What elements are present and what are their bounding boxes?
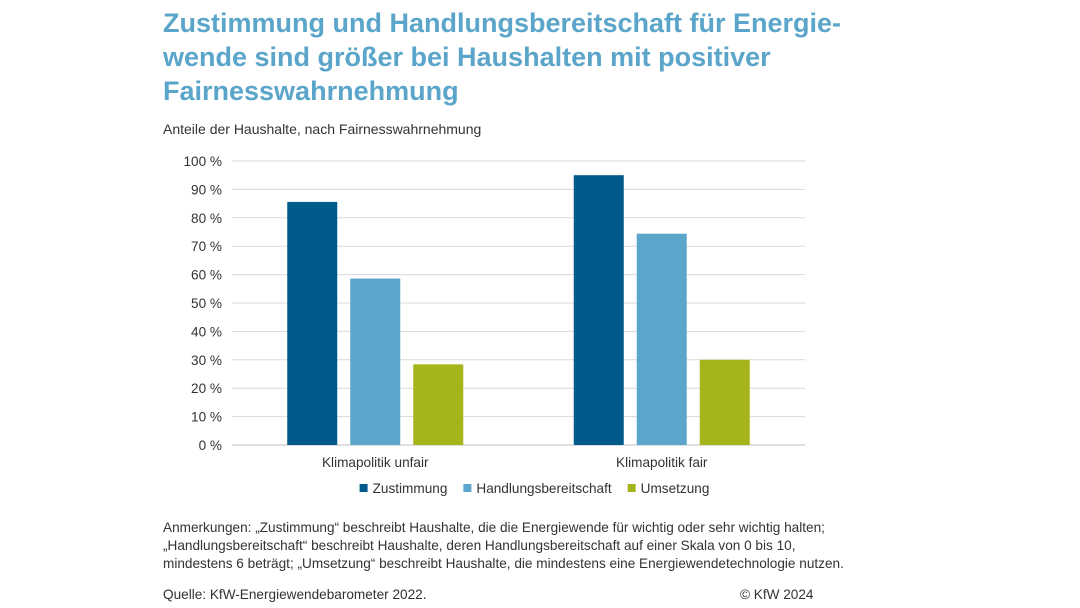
copyright-note: © KfW 2024 bbox=[740, 587, 814, 602]
bar bbox=[350, 278, 401, 445]
y-tick-label: 40 % bbox=[191, 324, 222, 339]
bar bbox=[699, 359, 750, 445]
y-tick-label: 0 % bbox=[199, 438, 222, 453]
title-line-3: Fairnesswahrnehmung bbox=[163, 76, 459, 106]
chart-notes: Anmerkungen: „Zustimmung“ beschreibt Hau… bbox=[163, 519, 923, 573]
notes-line-3: mindestens 6 beträgt; „Umsetzung“ beschr… bbox=[163, 556, 844, 571]
y-tick-label: 70 % bbox=[191, 239, 222, 254]
y-tick-label: 20 % bbox=[191, 381, 222, 396]
y-tick-label: 100 % bbox=[183, 154, 222, 169]
legend-swatch bbox=[463, 484, 472, 492]
y-tick-label: 10 % bbox=[191, 410, 222, 425]
legend-swatch bbox=[359, 484, 368, 492]
legend-label: Handlungsbereitschaft bbox=[476, 481, 611, 496]
y-tick-label: 50 % bbox=[191, 296, 222, 311]
notes-line-1: Anmerkungen: „Zustimmung“ beschreibt Hau… bbox=[163, 520, 825, 535]
y-tick-label: 30 % bbox=[191, 353, 222, 368]
legend-label: Umsetzung bbox=[641, 481, 710, 496]
legend-label: Zustimmung bbox=[373, 481, 448, 496]
notes-line-2: „Handlungsbereitschaft“ beschreibt Haush… bbox=[163, 538, 796, 553]
chart-subtitle: Anteile der Haushalte, nach Fairnesswahr… bbox=[163, 121, 482, 137]
bar-chart: 0 % 10 % 20 % 30 % 40 % 50 % 60 % 70 % 80 % 90 % 1… bbox=[183, 154, 805, 496]
legend-swatch bbox=[627, 484, 636, 492]
y-tick-label: 60 % bbox=[191, 268, 222, 283]
title-line-1: Zustimmung und Handlungsbereitschaft für… bbox=[163, 8, 842, 38]
page-title: Zustimmung und Handlungsbereitschaft für… bbox=[163, 6, 883, 108]
bar bbox=[413, 364, 464, 445]
y-tick-label: 80 % bbox=[191, 211, 222, 226]
bar bbox=[573, 175, 624, 445]
title-line-2: wende sind größer bei Haushalten mit pos… bbox=[163, 42, 771, 72]
x-category-label: Klimapolitik unfair bbox=[322, 455, 429, 470]
x-category-label: Klimapolitik fair bbox=[616, 455, 708, 470]
y-tick-label: 90 % bbox=[191, 182, 222, 197]
bar bbox=[636, 233, 687, 445]
source-note: Quelle: KfW-Energiewendebarometer 2022. bbox=[163, 587, 427, 602]
bar bbox=[287, 201, 338, 445]
